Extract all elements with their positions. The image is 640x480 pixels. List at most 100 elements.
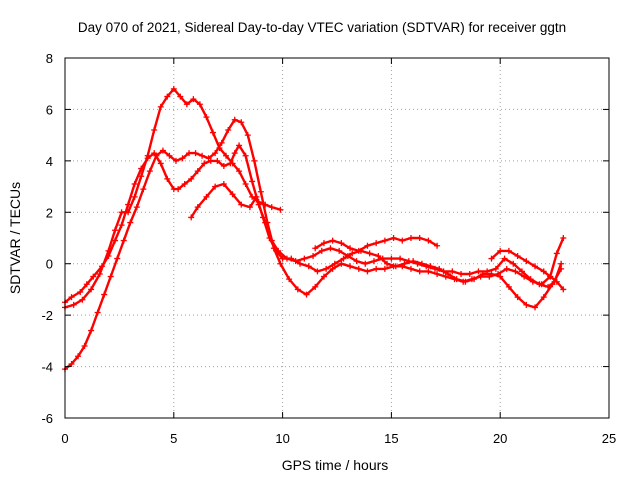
data-point — [218, 139, 225, 146]
data-point — [164, 93, 171, 100]
data-point — [203, 114, 210, 121]
data-point — [418, 260, 425, 267]
series-line — [490, 249, 565, 291]
data-point — [229, 160, 236, 167]
data-point — [140, 186, 147, 193]
data-point — [514, 294, 521, 301]
data-point — [231, 116, 238, 123]
data-point — [186, 150, 193, 157]
data-point — [523, 258, 530, 265]
data-point — [101, 291, 108, 298]
data-point — [353, 258, 360, 265]
data-point — [320, 273, 327, 280]
data-point — [558, 265, 565, 272]
data-point — [449, 268, 456, 275]
data-point — [518, 268, 525, 275]
data-point — [179, 155, 186, 162]
data-point — [384, 260, 391, 267]
y-tick-label: -2 — [41, 308, 53, 323]
data-point — [355, 265, 362, 272]
data-point — [196, 101, 203, 108]
data-point — [373, 265, 380, 272]
data-point — [501, 255, 508, 262]
series-track-1 — [62, 142, 565, 306]
data-point — [427, 263, 434, 270]
series-track-6 — [488, 247, 567, 293]
data-point — [510, 260, 517, 267]
data-point — [381, 265, 388, 272]
data-point — [244, 132, 251, 139]
data-point — [338, 260, 345, 267]
data-point — [294, 286, 301, 293]
data-point — [131, 181, 138, 187]
data-point — [177, 93, 184, 100]
data-point — [338, 240, 345, 247]
x-tick-label: 10 — [275, 431, 289, 446]
data-point — [88, 327, 95, 334]
data-point — [209, 129, 216, 136]
data-point — [214, 157, 221, 164]
data-point — [392, 263, 399, 270]
data-point — [436, 265, 443, 272]
y-tick-label: 6 — [46, 102, 53, 117]
data-point — [253, 193, 260, 200]
data-point — [118, 209, 125, 216]
data-point — [251, 157, 258, 164]
data-point — [407, 265, 414, 272]
data-point — [212, 183, 219, 190]
x-tick-label: 0 — [61, 431, 68, 446]
data-point — [242, 181, 249, 187]
data-point — [231, 150, 238, 157]
data-point — [505, 247, 512, 254]
data-point — [68, 294, 75, 301]
data-point — [246, 204, 253, 211]
data-point — [349, 250, 356, 257]
data-point — [331, 260, 338, 267]
x-tick-label: 25 — [602, 431, 616, 446]
data-point — [560, 286, 567, 293]
data-point — [236, 168, 243, 175]
data-point — [146, 168, 153, 175]
y-axis-label: SDTVAR / TECUs — [7, 182, 23, 294]
data-point — [229, 191, 236, 198]
x-axis-label: GPS time / hours — [282, 457, 389, 473]
data-point — [257, 188, 264, 195]
data-point — [399, 237, 406, 244]
data-point — [492, 265, 499, 272]
data-point — [355, 247, 362, 254]
data-point — [81, 343, 88, 349]
data-point — [88, 286, 95, 293]
series-track-2 — [62, 116, 567, 373]
data-point — [475, 268, 482, 275]
data-point — [114, 255, 121, 262]
data-point — [151, 127, 158, 133]
data-point — [397, 255, 404, 262]
series-layer — [62, 85, 567, 373]
data-point — [238, 119, 245, 126]
data-point — [560, 235, 567, 241]
data-point — [529, 278, 536, 285]
data-point — [131, 193, 138, 200]
data-point — [538, 281, 545, 288]
data-point — [212, 150, 219, 157]
data-point — [236, 142, 243, 149]
data-point — [381, 237, 388, 244]
data-point — [547, 273, 554, 280]
data-point — [277, 206, 284, 213]
data-point — [488, 255, 495, 262]
y-tick-label: 8 — [46, 51, 53, 66]
data-point — [68, 361, 75, 367]
series-line — [63, 87, 282, 309]
data-point — [144, 152, 151, 159]
plot-frame — [64, 57, 610, 419]
data-point — [220, 163, 227, 169]
x-tick-label: 5 — [170, 431, 177, 446]
data-point — [521, 273, 528, 280]
data-point — [425, 237, 432, 244]
data-point — [327, 245, 334, 252]
data-point — [183, 101, 190, 108]
data-point — [157, 160, 164, 167]
data-point — [312, 283, 319, 290]
data-point — [112, 227, 119, 234]
